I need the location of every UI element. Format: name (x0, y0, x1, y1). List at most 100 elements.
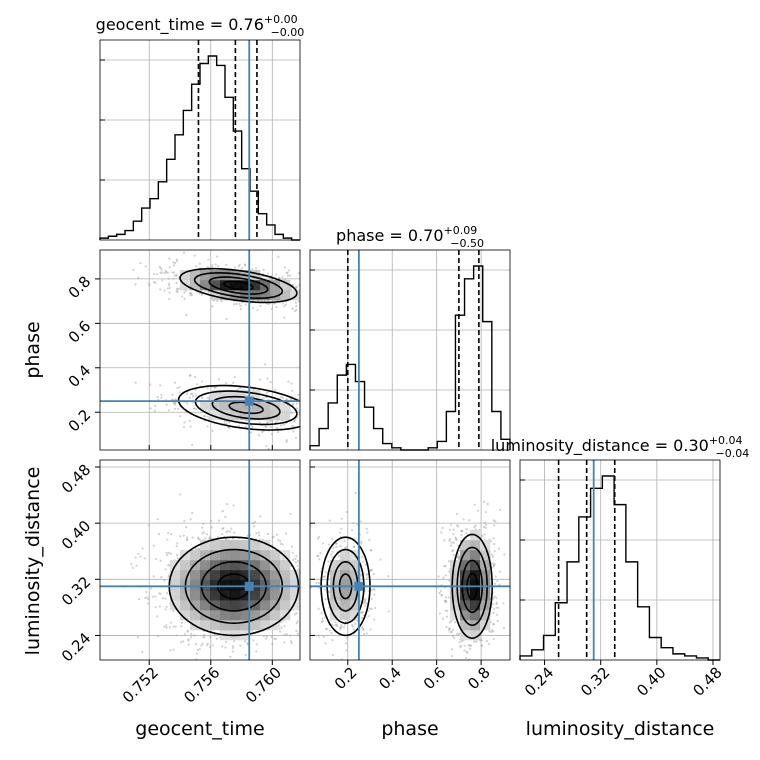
sample-point (448, 570, 451, 573)
sample-point (169, 649, 172, 652)
sample-point (198, 648, 201, 651)
sample-point (194, 643, 198, 646)
sample-point (233, 640, 236, 643)
sample-point (179, 493, 182, 496)
joint-content (100, 250, 300, 450)
sample-point (263, 363, 267, 366)
hist-frame (99, 39, 301, 241)
sample-point (340, 626, 343, 629)
sample-point (494, 520, 497, 523)
density-cell (470, 600, 481, 611)
density-cell (230, 390, 241, 401)
sample-point (253, 520, 256, 523)
density-cell (180, 600, 191, 611)
sample-point (139, 262, 142, 265)
sample-point (159, 592, 162, 596)
sample-point (437, 575, 440, 578)
density-cell (250, 620, 261, 631)
sample-point (176, 542, 179, 545)
sample-point (370, 568, 373, 572)
sample-point (296, 564, 299, 567)
sample-point (344, 642, 348, 645)
density-cell (250, 610, 261, 621)
title-phase: phase = 0.70+0.09 −0.50 (336, 224, 484, 250)
sample-point (486, 502, 489, 506)
density-cell (270, 290, 281, 301)
density-cell (450, 580, 461, 591)
density-cell (480, 610, 491, 621)
sample-point (295, 630, 298, 633)
sample-point (359, 520, 363, 523)
sample-point (370, 607, 373, 610)
sample-point (458, 640, 461, 644)
sample-point (280, 396, 283, 399)
sample-point (262, 635, 266, 638)
sample-point (275, 305, 278, 309)
density-cell (210, 270, 221, 281)
sample-point (134, 283, 137, 286)
sample-point (296, 559, 300, 562)
sample-point (335, 542, 338, 545)
sample-point (207, 290, 210, 293)
density-cell (230, 270, 241, 281)
sample-point (171, 271, 174, 274)
density-cell (460, 550, 471, 561)
density-cell (210, 400, 221, 411)
sample-point (182, 534, 185, 537)
sample-point (322, 635, 325, 638)
density-cell (480, 550, 491, 561)
title-geocent-time: geocent_time = 0.76+0.00 −0.00 (96, 13, 305, 39)
sample-point (183, 421, 186, 424)
density-cell (270, 580, 281, 591)
sample-point (316, 537, 320, 540)
sample-point (175, 634, 178, 637)
sample-point (165, 271, 168, 274)
density-cell (210, 540, 221, 551)
sample-point (267, 447, 270, 450)
sample-point (251, 306, 255, 309)
sample-point (359, 573, 362, 576)
sample-point (193, 407, 196, 410)
sample-point (493, 550, 496, 553)
density-cell (270, 560, 281, 571)
sample-point (166, 591, 169, 595)
density-cell (460, 610, 471, 621)
sample-point (156, 634, 159, 638)
density-cell (290, 590, 300, 601)
sample-point (492, 537, 495, 540)
sample-point (275, 273, 278, 276)
sample-point (454, 536, 457, 539)
sample-point (370, 588, 373, 591)
sample-point (327, 560, 330, 563)
sample-point (331, 623, 334, 626)
sample-point (216, 299, 219, 302)
density-cell (470, 550, 481, 561)
sample-point (204, 415, 207, 418)
sample-point (154, 606, 157, 609)
sample-point (291, 402, 295, 406)
sample-point (217, 265, 220, 268)
sample-point (135, 564, 138, 567)
sample-point (362, 613, 365, 617)
sample-point (365, 632, 368, 635)
sample-point (443, 565, 446, 568)
sample-point (365, 602, 368, 605)
density-cell (480, 570, 491, 581)
sample-point (469, 647, 472, 650)
density-cell (200, 540, 211, 551)
sample-point (438, 592, 441, 595)
sample-point (441, 617, 445, 620)
density-cell (260, 580, 271, 591)
sample-point (189, 292, 193, 295)
density-cell (470, 580, 481, 591)
sample-point (297, 300, 300, 303)
sample-point (154, 557, 158, 561)
sample-point (202, 522, 205, 525)
sample-point (321, 542, 325, 545)
sample-point (327, 543, 330, 546)
sample-point (195, 652, 199, 655)
density-cell (220, 270, 231, 281)
sample-point (265, 444, 268, 448)
density-cell (270, 610, 281, 621)
sample-point (362, 632, 366, 636)
